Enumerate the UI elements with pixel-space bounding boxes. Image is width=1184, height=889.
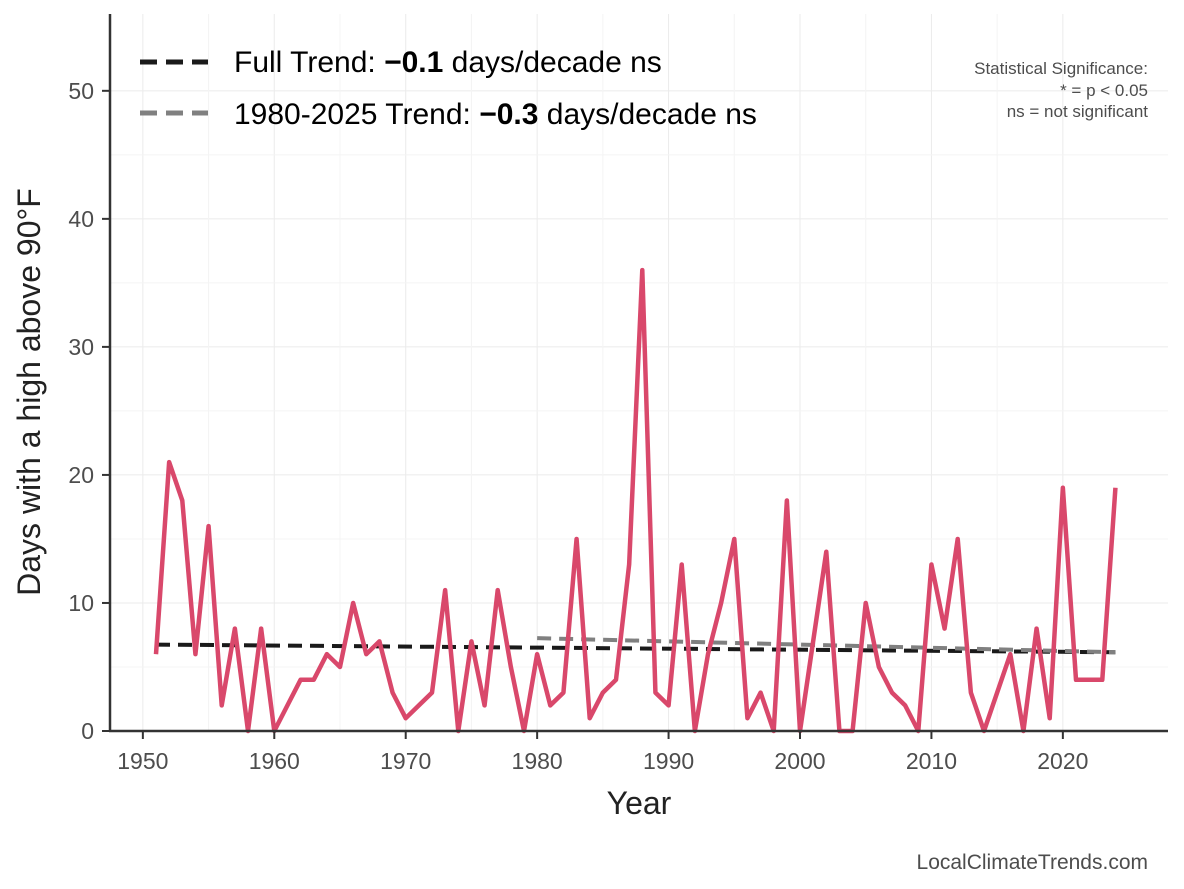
x-axis-title: Year <box>607 785 672 821</box>
source-credit: LocalClimateTrends.com <box>917 851 1148 874</box>
series-line-days-above-90 <box>153 267 1118 734</box>
x-tick-label-1980: 1980 <box>512 748 563 774</box>
y-axis-title: Days with a high above 90°F <box>11 188 47 596</box>
y-tick-label-10: 10 <box>68 590 94 616</box>
legend-label-full-trend: Full Trend: −0.1 days/decade ns <box>234 46 662 79</box>
significance-note: Statistical Significance: * = p < 0.05 n… <box>974 59 1148 121</box>
axes <box>108 14 1168 733</box>
significance-ns: ns = not significant <box>1007 102 1149 121</box>
legend-full-trend-prefix: Full Trend: <box>234 46 384 79</box>
trend-lines <box>155 636 1116 655</box>
x-tick-label-1960: 1960 <box>249 748 300 774</box>
y-tick-label-30: 30 <box>68 334 94 360</box>
legend-recent-trend-unit: days/decade ns <box>538 98 756 131</box>
legend-full-trend-unit: days/decade ns <box>443 46 661 79</box>
x-tick-label-2010: 2010 <box>906 748 957 774</box>
recent-trend-line <box>537 636 1116 655</box>
y-tick-label-50: 50 <box>68 78 94 104</box>
x-tick-label-1970: 1970 <box>380 748 431 774</box>
legend-recent-trend-value: −0.3 <box>479 98 538 131</box>
series-lines <box>153 267 1118 734</box>
legend-full-trend-value: −0.1 <box>384 46 443 79</box>
significance-p-value: * = p < 0.05 <box>1060 81 1148 100</box>
y-tick-label-0: 0 <box>81 718 94 744</box>
x-tick-label-1950: 1950 <box>117 748 168 774</box>
x-tick-label-2000: 2000 <box>774 748 825 774</box>
legend-recent-trend-prefix: 1980-2025 Trend: <box>234 98 479 131</box>
legend-label-recent-trend: 1980-2025 Trend: −0.3 days/decade ns <box>234 98 757 131</box>
x-tick-labels: 1950 1960 1970 1980 1990 2000 2010 2020 <box>117 731 1088 774</box>
y-tick-label-20: 20 <box>68 462 94 488</box>
legend: Full Trend: −0.1 days/decade ns 1980-202… <box>140 46 757 131</box>
full-trend-line <box>155 642 1116 655</box>
significance-title: Statistical Significance: <box>974 59 1148 78</box>
y-tick-label-40: 40 <box>68 206 94 232</box>
x-tick-label-2020: 2020 <box>1037 748 1088 774</box>
gridlines <box>110 14 1168 732</box>
y-tick-labels: 0 10 20 30 40 50 <box>68 78 110 744</box>
x-tick-label-1990: 1990 <box>643 748 694 774</box>
